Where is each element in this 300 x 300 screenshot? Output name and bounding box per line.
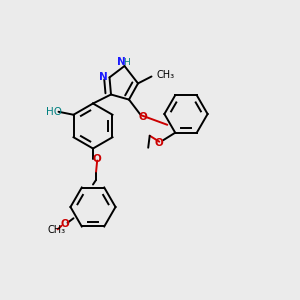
Text: HO: HO bbox=[46, 107, 62, 117]
Text: N: N bbox=[117, 57, 126, 68]
Text: CH₃: CH₃ bbox=[48, 225, 66, 235]
Text: H: H bbox=[123, 58, 129, 67]
Text: N: N bbox=[98, 72, 107, 82]
Text: O: O bbox=[155, 138, 164, 148]
Text: O: O bbox=[138, 112, 147, 122]
Text: CH₃: CH₃ bbox=[157, 70, 175, 80]
Text: O: O bbox=[60, 219, 69, 229]
Text: O: O bbox=[93, 154, 102, 164]
